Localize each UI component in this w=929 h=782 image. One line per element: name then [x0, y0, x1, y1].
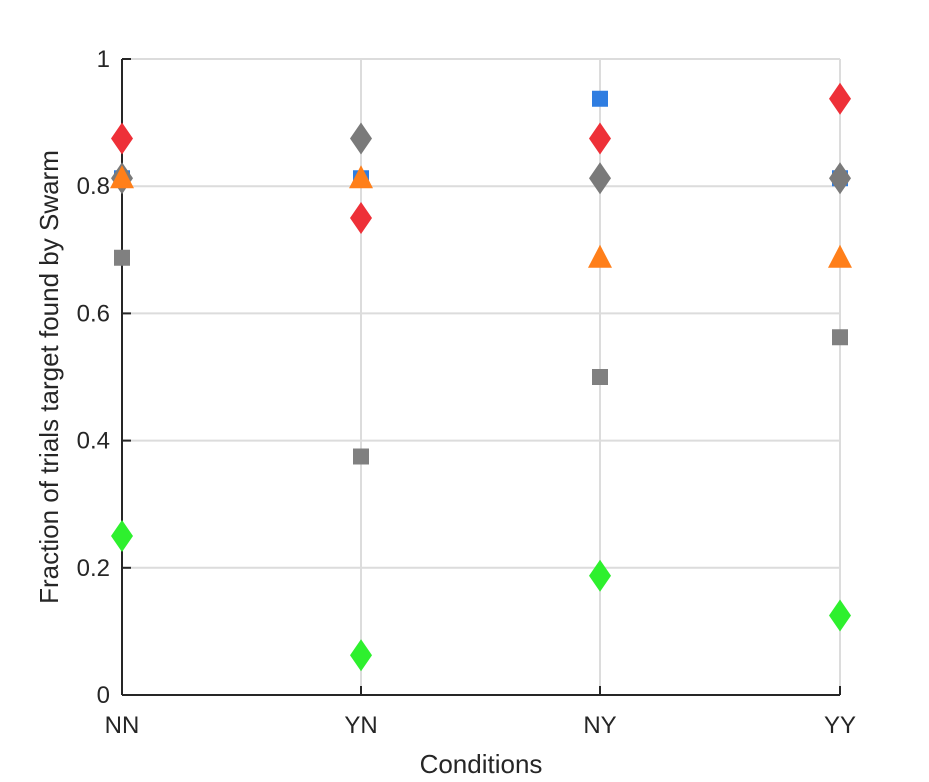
- diamond-marker: [111, 520, 133, 552]
- diamond-marker: [589, 559, 611, 592]
- diamond-marker: [350, 122, 372, 155]
- triangle-marker: [110, 165, 134, 189]
- y-tick-label: 1: [97, 46, 110, 73]
- diamond-marker: [589, 122, 611, 155]
- diamond-marker: [589, 162, 611, 195]
- y-axis-label: Fraction of trials target found by Swarm: [34, 150, 64, 604]
- diamond-marker: [829, 599, 851, 632]
- axes: [121, 58, 841, 696]
- diamond-marker: [829, 82, 851, 115]
- grid-lines: [121, 58, 841, 696]
- triangle-marker: [828, 244, 852, 268]
- y-tick-label: 0: [97, 682, 110, 709]
- square-marker: [832, 329, 848, 346]
- x-tick-label: NY: [583, 712, 616, 739]
- triangle-marker: [349, 165, 373, 189]
- square-marker: [592, 90, 608, 107]
- x-tick-label: YY: [824, 712, 856, 739]
- y-tick-label: 0.4: [77, 428, 110, 455]
- diamond-marker: [350, 639, 372, 672]
- y-tick-label: 0.6: [77, 300, 110, 327]
- square-marker: [114, 249, 130, 266]
- y-tick-label: 0.8: [77, 173, 110, 200]
- square-marker: [592, 369, 608, 385]
- diamond-marker: [111, 122, 133, 155]
- x-tick-label: NN: [105, 712, 140, 739]
- diamond-marker: [350, 202, 372, 234]
- data-points: [110, 82, 852, 672]
- triangle-marker: [588, 244, 612, 268]
- diamond-marker: [829, 162, 851, 195]
- square-marker: [353, 448, 369, 465]
- y-tick-label: 0.2: [77, 555, 110, 582]
- x-tick-label: YN: [344, 712, 377, 739]
- y-tick-labels: 0 0.2 0.4 0.6 0.8 1: [77, 46, 110, 709]
- x-tick-labels: NN YN NY YY: [105, 712, 856, 739]
- x-axis-label: Conditions: [420, 749, 543, 779]
